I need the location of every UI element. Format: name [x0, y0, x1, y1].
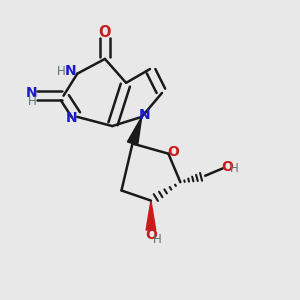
Text: O: O [145, 228, 157, 242]
Text: O: O [167, 145, 179, 159]
Text: H: H [230, 162, 239, 175]
Text: H: H [56, 65, 65, 78]
Text: H: H [152, 232, 161, 245]
Text: O: O [221, 160, 233, 174]
Text: N: N [66, 111, 78, 125]
Text: N: N [65, 64, 76, 78]
Text: N: N [138, 108, 150, 122]
Polygon shape [146, 201, 156, 230]
Text: O: O [99, 25, 111, 40]
Text: N: N [26, 86, 38, 100]
Text: H: H [28, 95, 36, 108]
Polygon shape [128, 117, 142, 145]
